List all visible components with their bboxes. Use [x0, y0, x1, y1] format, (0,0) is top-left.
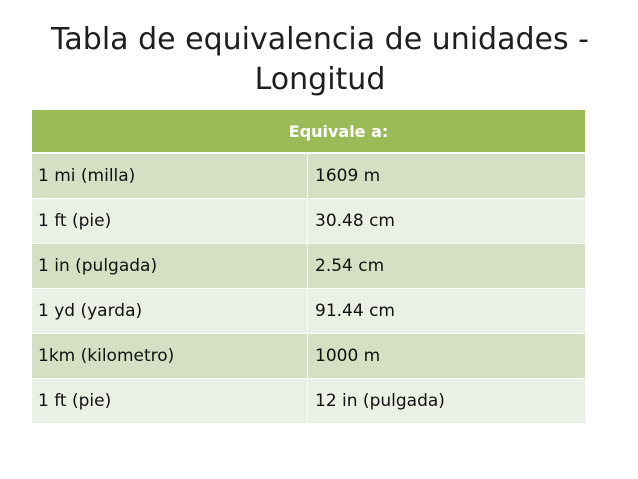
table-row: 1 ft (pie) 30.48 cm: [32, 199, 585, 244]
unit-cell: 1 yd (yarda): [32, 289, 308, 333]
unit-cell: 1 ft (pie): [32, 199, 308, 243]
table-header-row: Equivale a:: [32, 110, 585, 154]
table-row: 1 mi (milla) 1609 m: [32, 154, 585, 199]
table-header-equivale: Equivale a:: [288, 121, 389, 141]
table-row: 1 ft (pie) 12 in (pulgada): [32, 379, 585, 424]
equivalence-table: Equivale a: 1 mi (milla) 1609 m 1 ft (pi…: [32, 110, 585, 424]
equivalent-cell: 30.48 cm: [315, 211, 395, 231]
unit-cell: 1km (kilometro): [32, 334, 308, 378]
table-row: 1 in (pulgada) 2.54 cm: [32, 244, 585, 289]
table-row: 1 yd (yarda) 91.44 cm: [32, 289, 585, 334]
equivalent-cell: 91.44 cm: [315, 301, 395, 321]
equivalent-cell: 2.54 cm: [315, 256, 385, 276]
unit-cell: 1 ft (pie): [32, 379, 308, 423]
table-row: 1km (kilometro) 1000 m: [32, 334, 585, 379]
equivalent-cell: 1609 m: [315, 166, 381, 186]
equivalent-cell: 12 in (pulgada): [315, 391, 445, 411]
unit-cell: 1 mi (milla): [32, 154, 308, 198]
equivalent-cell: 1000 m: [315, 346, 381, 366]
slide-title: Tabla de equivalencia de unidades - Long…: [51, 22, 589, 97]
unit-cell: 1 in (pulgada): [32, 244, 308, 288]
